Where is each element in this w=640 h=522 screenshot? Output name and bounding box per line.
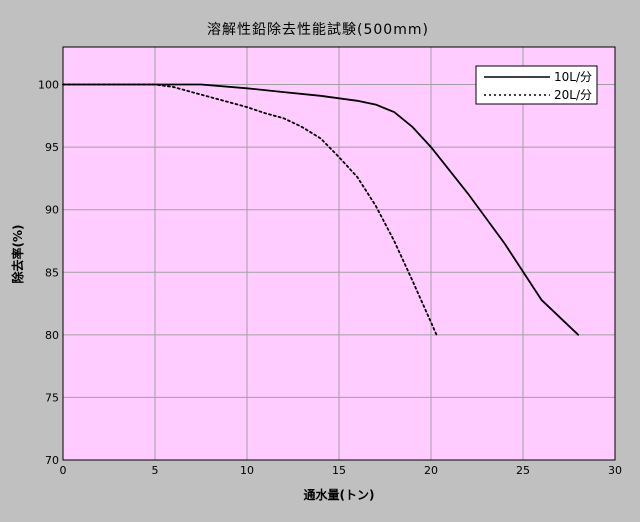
x-tick-label: 5 <box>152 464 159 477</box>
y-tick-label: 70 <box>45 454 59 467</box>
y-tick-label: 80 <box>45 329 59 342</box>
x-tick-label: 30 <box>608 464 622 477</box>
x-tick-label: 15 <box>332 464 346 477</box>
y-tick-label: 95 <box>45 141 59 154</box>
series-line-0 <box>62 83 580 336</box>
y-tick-label: 100 <box>38 79 59 92</box>
x-axis-label: 通水量(トン) <box>304 487 375 502</box>
y-tick-label: 75 <box>45 391 59 404</box>
x-tick-label: 10 <box>240 464 254 477</box>
y-axis-label: 除去率(%) <box>10 225 25 284</box>
legend-box <box>475 65 598 105</box>
series-line-1 <box>62 83 438 336</box>
y-tick-label: 90 <box>45 204 59 217</box>
legend: 10L/分 20L/分 <box>475 65 598 105</box>
legend-label-20l: 20L/分 <box>554 88 592 102</box>
y-tick-label: 85 <box>45 266 59 279</box>
x-tick-label: 20 <box>424 464 438 477</box>
x-tick-label: 25 <box>516 464 530 477</box>
axis-ticks: 0 5 10 15 20 25 30 70 75 80 85 90 95 100 <box>38 79 622 477</box>
legend-label-10l: 10L/分 <box>554 70 592 84</box>
plot-frame <box>62 46 616 461</box>
series-lines <box>62 83 580 336</box>
chart-title: 溶解性鉛除去性能試験(500mm) <box>207 22 429 38</box>
x-tick-label: 0 <box>60 464 67 477</box>
